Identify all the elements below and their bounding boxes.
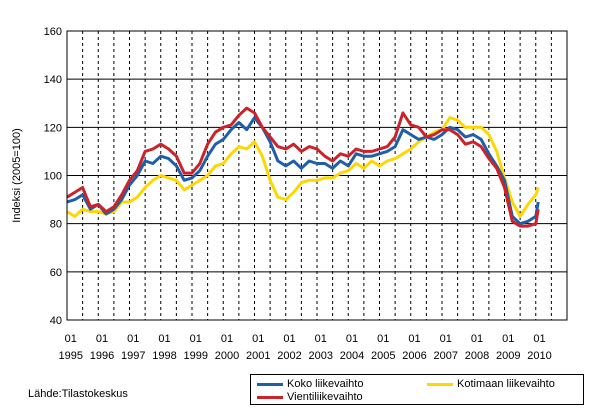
x-tick-year-label: 1998 bbox=[152, 350, 176, 362]
x-tick-year-label: 1996 bbox=[90, 350, 114, 362]
y-tick-label: 60 bbox=[50, 267, 62, 279]
x-tick-month-label: 01 bbox=[221, 333, 233, 345]
series-line-0 bbox=[66, 116, 540, 226]
series-line-1 bbox=[66, 116, 540, 218]
x-tick-year-label: 1999 bbox=[184, 350, 208, 362]
x-tick-month-label: 01 bbox=[96, 333, 108, 345]
legend-label-koko: Koko liikevaihto bbox=[287, 378, 364, 390]
x-tick-year-label: 2001 bbox=[246, 350, 270, 362]
y-axis-title: Indeksi (2005=100) bbox=[11, 128, 23, 222]
x-tick-month-label: 01 bbox=[502, 333, 514, 345]
x-tick-month-label: 01 bbox=[471, 333, 483, 345]
y-tick-label: 140 bbox=[44, 74, 62, 86]
x-tick-month-label: 01 bbox=[408, 333, 420, 345]
x-tick-month-label: 01 bbox=[377, 333, 389, 345]
grid bbox=[67, 30, 567, 321]
y-tick-label: 80 bbox=[50, 219, 62, 231]
x-tick-month-label: 01 bbox=[158, 333, 170, 345]
x-tick-year-label: 2000 bbox=[215, 350, 239, 362]
legend-item-kotimaa: Kotimaan liikevaihto bbox=[427, 378, 555, 390]
x-tick-year-label: 2008 bbox=[465, 350, 489, 362]
legend-swatch-vienti bbox=[257, 395, 283, 399]
series-line-2 bbox=[66, 106, 540, 228]
x-tick-year-label: 2005 bbox=[371, 350, 395, 362]
y-tick-labels: 40 60 80 100 120 140 160 bbox=[44, 26, 62, 327]
y-tick-label: 40 bbox=[50, 315, 62, 327]
x-tick-month-label: 01 bbox=[440, 333, 452, 345]
x-tick-month-label: 01 bbox=[127, 333, 139, 345]
x-tick-year-label: 2009 bbox=[496, 350, 520, 362]
x-tick-year-label: 2006 bbox=[402, 350, 426, 362]
x-tick-month-label: 01 bbox=[190, 333, 202, 345]
x-tick-year-label: 1997 bbox=[121, 350, 145, 362]
x-tick-month-label: 01 bbox=[283, 333, 295, 345]
series-lines bbox=[66, 106, 540, 228]
y-tick-label: 160 bbox=[44, 26, 62, 38]
y-tick-label: 100 bbox=[44, 171, 62, 183]
x-tick-year-label: 2010 bbox=[527, 350, 551, 362]
x-tick-year-label: 2007 bbox=[434, 350, 458, 362]
x-tick-year-label: 2002 bbox=[277, 350, 301, 362]
legend-label-kotimaa: Kotimaan liikevaihto bbox=[457, 378, 555, 390]
source-note: Lähde:Tilastokeskus bbox=[28, 388, 128, 400]
legend-item-vienti: Vientiliikevaihto bbox=[257, 391, 363, 403]
x-tick-month-label: 01 bbox=[65, 333, 77, 345]
x-tick-month-label: 01 bbox=[533, 333, 545, 345]
plot-frame bbox=[66, 30, 568, 321]
legend-label-vienti: Vientiliikevaihto bbox=[287, 391, 363, 403]
y-tick-label: 120 bbox=[44, 122, 62, 134]
x-tick-year-label: 2004 bbox=[340, 350, 364, 362]
x-tick-month-label: 01 bbox=[315, 333, 327, 345]
legend-swatch-kotimaa bbox=[427, 382, 453, 386]
legend-swatch-koko bbox=[257, 382, 283, 386]
legend-item-koko: Koko liikevaihto bbox=[257, 378, 363, 390]
x-tick-month-label: 01 bbox=[252, 333, 264, 345]
x-tick-labels: 01 1995 01 1996 01 1997 01 1998 01 1999 01 2000 01 20… bbox=[59, 333, 552, 362]
legend: Koko liikevaihto Vientiliikevaihto Kotim… bbox=[250, 374, 584, 405]
x-tick-month-label: 01 bbox=[346, 333, 358, 345]
x-tick-year-label: 2003 bbox=[309, 350, 333, 362]
x-tick-year-label: 1995 bbox=[59, 350, 83, 362]
